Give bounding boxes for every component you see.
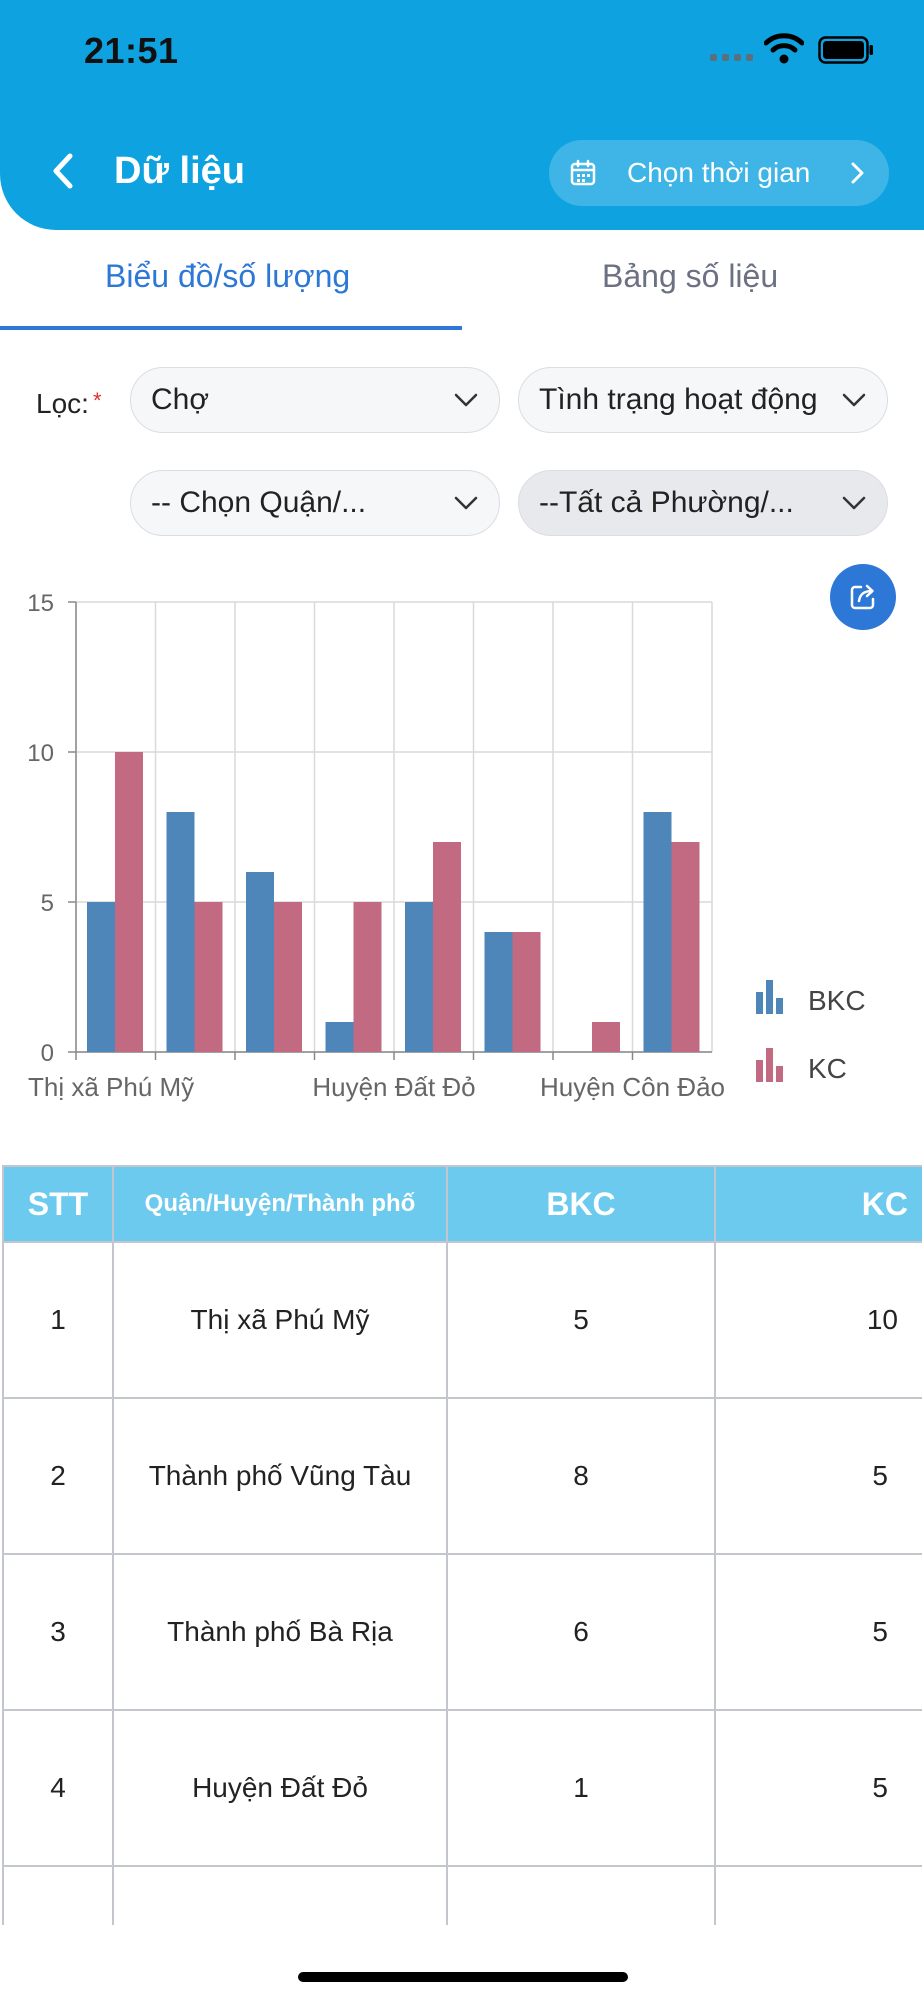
status-dropdown-value: Tình trạng hoạt động bbox=[539, 383, 818, 416]
cell-stt: 4 bbox=[2, 1709, 114, 1867]
cell-bkc: 6 bbox=[446, 1553, 716, 1711]
page-title: Dữ liệu bbox=[114, 150, 245, 192]
header-stt: STT bbox=[2, 1165, 114, 1243]
app-header: 21:51 Dữ liệu Chọn thời gian bbox=[0, 0, 924, 230]
home-indicator bbox=[298, 1972, 628, 1982]
chevron-down-icon bbox=[842, 393, 866, 407]
table-row bbox=[2, 1865, 922, 1925]
type-dropdown[interactable]: Chợ bbox=[130, 367, 500, 433]
bar-kc bbox=[115, 752, 143, 1052]
x-tick-label: Huyện Đất Đỏ bbox=[312, 1072, 475, 1102]
cell-kc: 10 bbox=[714, 1241, 922, 1399]
cell-stt: 3 bbox=[2, 1553, 114, 1711]
chevron-down-icon bbox=[454, 393, 478, 407]
cell-district: Thị xã Phú Mỹ bbox=[112, 1241, 448, 1399]
cellular-signal-icon bbox=[710, 54, 753, 61]
header-district: Quận/Huyện/Thành phố bbox=[112, 1165, 448, 1243]
active-tab-indicator bbox=[0, 326, 462, 330]
cell-kc: 5 bbox=[714, 1397, 922, 1555]
y-tick-label: 10 bbox=[27, 740, 54, 767]
bar-kc bbox=[592, 1022, 620, 1052]
cell-kc: 5 bbox=[714, 1709, 922, 1867]
table-row: 3 Thành phố Bà Rịa 6 5 bbox=[2, 1553, 922, 1711]
legend-label-bkc: BKC bbox=[808, 985, 866, 1016]
bar-kc bbox=[194, 902, 223, 1052]
chevron-down-icon bbox=[842, 496, 866, 510]
status-time: 21:51 bbox=[84, 30, 179, 71]
x-tick-label: Huyện Côn Đảo bbox=[540, 1072, 725, 1102]
bar-bkc bbox=[87, 902, 115, 1052]
bar-bkc bbox=[166, 812, 195, 1052]
type-dropdown-value: Chợ bbox=[151, 383, 210, 416]
cell-district: Thành phố Vũng Tàu bbox=[112, 1397, 448, 1555]
required-mark: * bbox=[92, 388, 102, 413]
x-tick-label: Thị xã Phú Mỹ bbox=[28, 1072, 194, 1102]
y-tick-label: 0 bbox=[41, 1040, 54, 1067]
calendar-icon bbox=[570, 159, 596, 186]
cell-stt bbox=[2, 1865, 114, 1925]
bar-kc bbox=[433, 842, 461, 1052]
bar-kc bbox=[353, 902, 382, 1052]
bar-bkc bbox=[643, 812, 672, 1052]
legend-swatch-kc bbox=[776, 1066, 783, 1082]
bar-bkc bbox=[246, 872, 274, 1052]
cell-bkc bbox=[446, 1865, 716, 1925]
filter-label: Lọc: * bbox=[36, 388, 102, 420]
district-dropdown[interactable]: -- Chọn Quận/... bbox=[130, 470, 500, 536]
district-dropdown-value: -- Chọn Quận/... bbox=[151, 486, 367, 519]
choose-time-label: Chọn thời gian bbox=[627, 157, 811, 188]
legend-swatch-bkc bbox=[766, 980, 773, 1014]
legend-label-kc: KC bbox=[808, 1053, 847, 1084]
bar-kc bbox=[671, 842, 700, 1052]
back-button[interactable] bbox=[44, 146, 84, 196]
table-header-row: STT Quận/Huyện/Thành phố BKC KC bbox=[2, 1165, 922, 1243]
cell-bkc: 8 bbox=[446, 1397, 716, 1555]
tab-chart-count[interactable]: Biểu đồ/số lượng bbox=[105, 258, 351, 294]
table-row: 2 Thành phố Vũng Tàu 8 5 bbox=[2, 1397, 922, 1555]
cell-bkc: 5 bbox=[446, 1241, 716, 1399]
cell-district bbox=[112, 1865, 448, 1925]
table-row: 4 Huyện Đất Đỏ 1 5 bbox=[2, 1709, 922, 1867]
status-dropdown[interactable]: Tình trạng hoạt động bbox=[518, 367, 888, 433]
bar-chart: 0 5 10 15 Thị xã Phú Mỹ Huyện Đất Đỏ Huyện Côn… bbox=[27, 590, 866, 1102]
legend-swatch-bkc bbox=[776, 998, 783, 1014]
legend-swatch-kc bbox=[756, 1060, 763, 1082]
cell-district: Huyện Đất Đỏ bbox=[112, 1709, 448, 1867]
cell-stt: 2 bbox=[2, 1397, 114, 1555]
data-table: STT Quận/Huyện/Thành phố BKC KC 1 Thị xã… bbox=[2, 1165, 922, 1925]
bar-kc bbox=[274, 902, 302, 1052]
bar-bkc bbox=[484, 932, 513, 1052]
share-button[interactable] bbox=[830, 564, 896, 630]
tab-data-table[interactable]: Bảng số liệu bbox=[602, 258, 779, 294]
y-tick-label: 5 bbox=[41, 890, 54, 917]
battery-icon bbox=[818, 36, 873, 64]
legend-swatch-kc bbox=[766, 1048, 773, 1082]
cell-bkc: 1 bbox=[446, 1709, 716, 1867]
chevron-down-icon bbox=[454, 496, 478, 510]
chevron-right-icon bbox=[851, 162, 864, 184]
table-row: 1 Thị xã Phú Mỹ 5 10 bbox=[2, 1241, 922, 1399]
bar-bkc bbox=[405, 902, 433, 1052]
header-bkc: BKC bbox=[446, 1165, 716, 1243]
bar-kc bbox=[512, 932, 541, 1052]
wifi-icon bbox=[764, 33, 804, 64]
cell-kc bbox=[714, 1865, 922, 1925]
y-tick-label: 15 bbox=[27, 590, 54, 617]
ward-dropdown-value: --Tất cả Phường/... bbox=[539, 486, 794, 519]
filter-label-text: Lọc: bbox=[36, 388, 89, 419]
legend-swatch-bkc bbox=[756, 992, 763, 1014]
header-kc: KC bbox=[714, 1165, 922, 1243]
cell-district: Thành phố Bà Rịa bbox=[112, 1553, 448, 1711]
ward-dropdown[interactable]: --Tất cả Phường/... bbox=[518, 470, 888, 536]
cell-stt: 1 bbox=[2, 1241, 114, 1399]
share-icon bbox=[850, 584, 875, 610]
choose-time-button[interactable]: Chọn thời gian bbox=[549, 140, 889, 206]
bar-bkc bbox=[325, 1022, 354, 1052]
cell-kc: 5 bbox=[714, 1553, 922, 1711]
